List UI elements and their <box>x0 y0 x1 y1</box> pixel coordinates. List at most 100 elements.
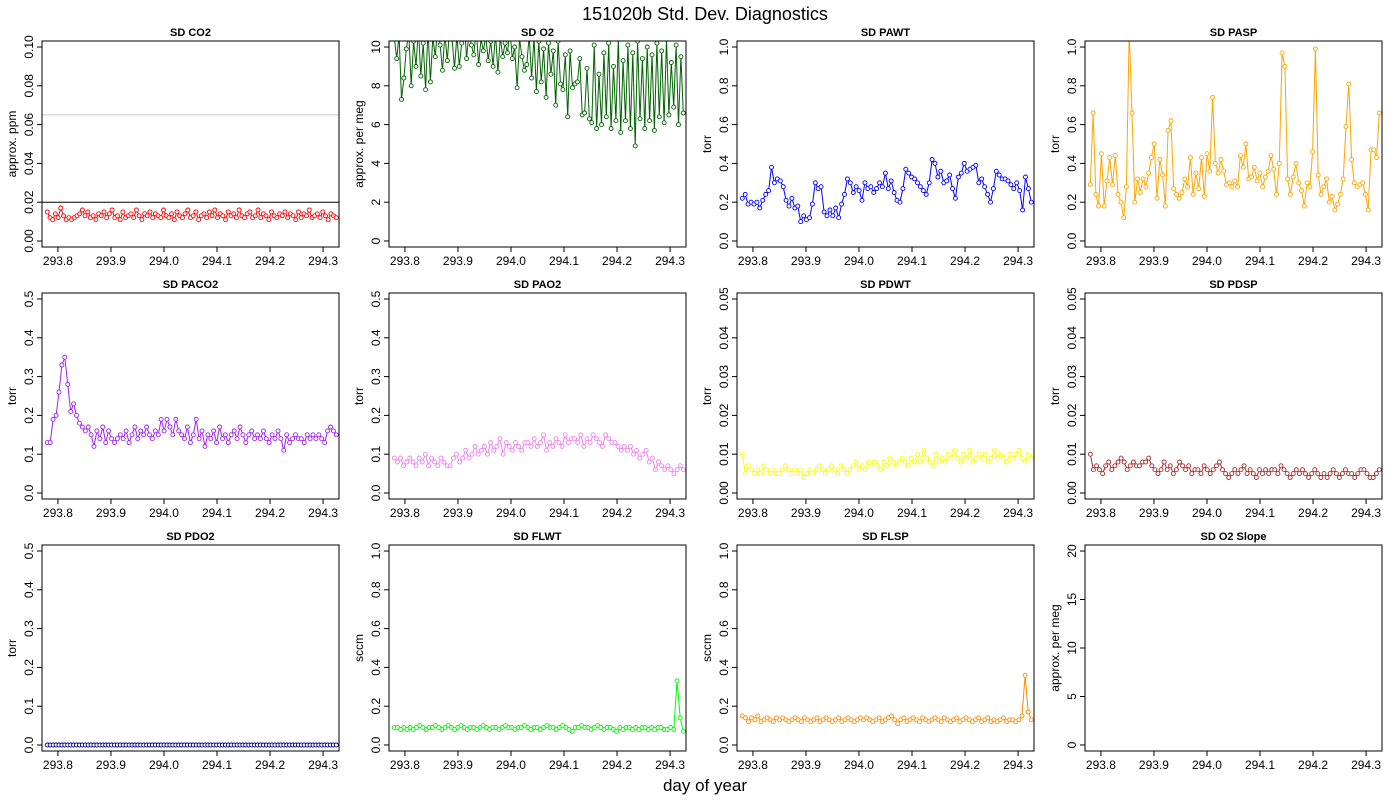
data-point <box>1180 463 1186 469</box>
y-tick-label: 0.00 <box>1065 481 1079 505</box>
data-point <box>1337 191 1343 197</box>
data-point <box>93 217 99 223</box>
data-point <box>537 440 543 446</box>
x-tick-label: 294.1 <box>897 758 927 772</box>
data-point <box>582 110 588 116</box>
data-point <box>161 207 166 213</box>
data-point <box>833 205 839 211</box>
data-point <box>877 180 882 186</box>
y-tick-label: 0.10 <box>22 35 36 59</box>
y-tick-label: 0.3 <box>22 368 36 385</box>
data-point <box>47 440 53 446</box>
data-point <box>779 467 785 473</box>
data-point <box>620 58 626 64</box>
data-point <box>993 168 999 174</box>
data-point <box>494 31 498 35</box>
data-point <box>120 209 126 215</box>
data-point <box>1351 180 1357 186</box>
data-point <box>1140 176 1146 182</box>
data-point <box>767 471 773 477</box>
y-tick-label: 0.4 <box>22 329 36 346</box>
data-point <box>776 471 782 477</box>
data-point <box>559 443 565 449</box>
data-point <box>1132 199 1138 205</box>
data-point <box>1201 463 1207 469</box>
data-point <box>484 33 488 37</box>
data-point <box>859 197 865 203</box>
data-point <box>902 459 908 465</box>
series-line <box>741 158 1032 224</box>
data-point <box>1157 157 1163 162</box>
data-point <box>1274 191 1279 197</box>
data-point <box>147 432 152 438</box>
data-point <box>757 205 763 211</box>
data-point <box>876 715 882 721</box>
x-tick-label: 294.3 <box>308 758 338 772</box>
data-point <box>231 428 237 434</box>
data-point <box>967 447 973 453</box>
data-point <box>1312 46 1318 52</box>
data-point <box>488 440 494 446</box>
y-tick-label: 0.05 <box>1065 287 1079 311</box>
data-point <box>1176 195 1182 201</box>
data-point <box>853 459 859 465</box>
data-point <box>591 42 597 48</box>
x-tick-label: 294.2 <box>255 506 285 520</box>
data-point <box>185 207 191 213</box>
data-point <box>586 116 592 122</box>
panel-pdsp: SD PDSP torr 293.8 293.9 294.0 294.1 294.2 294.… <box>1048 279 1383 520</box>
data-point <box>976 180 982 186</box>
panel-title: SD O2 Slope <box>1200 531 1266 543</box>
data-point <box>1014 180 1020 186</box>
x-tick-label: 294.3 <box>1003 758 1033 772</box>
data-point <box>94 428 100 434</box>
x-tick-label: 294.2 <box>602 254 632 268</box>
data-point <box>170 432 176 438</box>
data-point <box>1249 174 1254 180</box>
data-point <box>1306 475 1312 480</box>
data-point <box>287 440 293 446</box>
data-point <box>399 96 404 102</box>
data-point <box>581 443 587 449</box>
x-tick-label: 293.9 <box>791 506 821 520</box>
data-point <box>603 114 609 120</box>
data-point <box>754 199 760 205</box>
data-point <box>500 451 506 457</box>
data-point <box>770 467 776 473</box>
data-point <box>1290 471 1296 477</box>
data-point <box>282 209 288 215</box>
data-point <box>147 209 153 215</box>
data-point <box>1336 475 1342 480</box>
data-point <box>307 436 313 442</box>
x-tick-label: 294.2 <box>602 506 632 520</box>
data-point <box>1304 180 1310 186</box>
y-tick-label: 0.02 <box>1065 403 1079 427</box>
y-tick-label: 0.00 <box>22 229 36 253</box>
data-point <box>763 191 769 197</box>
data-point <box>1339 471 1345 477</box>
data-point <box>627 126 633 131</box>
data-point <box>659 48 665 54</box>
data-point <box>77 211 83 217</box>
data-point <box>316 432 322 438</box>
data-point <box>514 85 520 91</box>
data-point <box>1101 203 1107 209</box>
panel-co2: SD CO2 approx. ppm 293.8 293.9 294.0 294.1 294… <box>5 27 340 268</box>
data-point <box>1005 178 1011 184</box>
data-point <box>1010 455 1016 461</box>
x-tick-label: 294.2 <box>950 506 980 520</box>
data-point <box>225 440 231 446</box>
data-point <box>1196 186 1202 192</box>
data-point <box>1123 184 1129 190</box>
data-point <box>905 463 911 469</box>
data-point <box>590 432 596 438</box>
y-tick-label: 6 <box>369 121 383 128</box>
x-tick-label: 293.8 <box>1086 254 1116 268</box>
data-point <box>471 52 477 58</box>
data-point <box>204 215 210 221</box>
data-point <box>85 424 91 430</box>
data-point <box>98 213 104 219</box>
data-point <box>825 467 831 473</box>
data-point <box>1352 475 1358 480</box>
data-point <box>426 28 430 32</box>
